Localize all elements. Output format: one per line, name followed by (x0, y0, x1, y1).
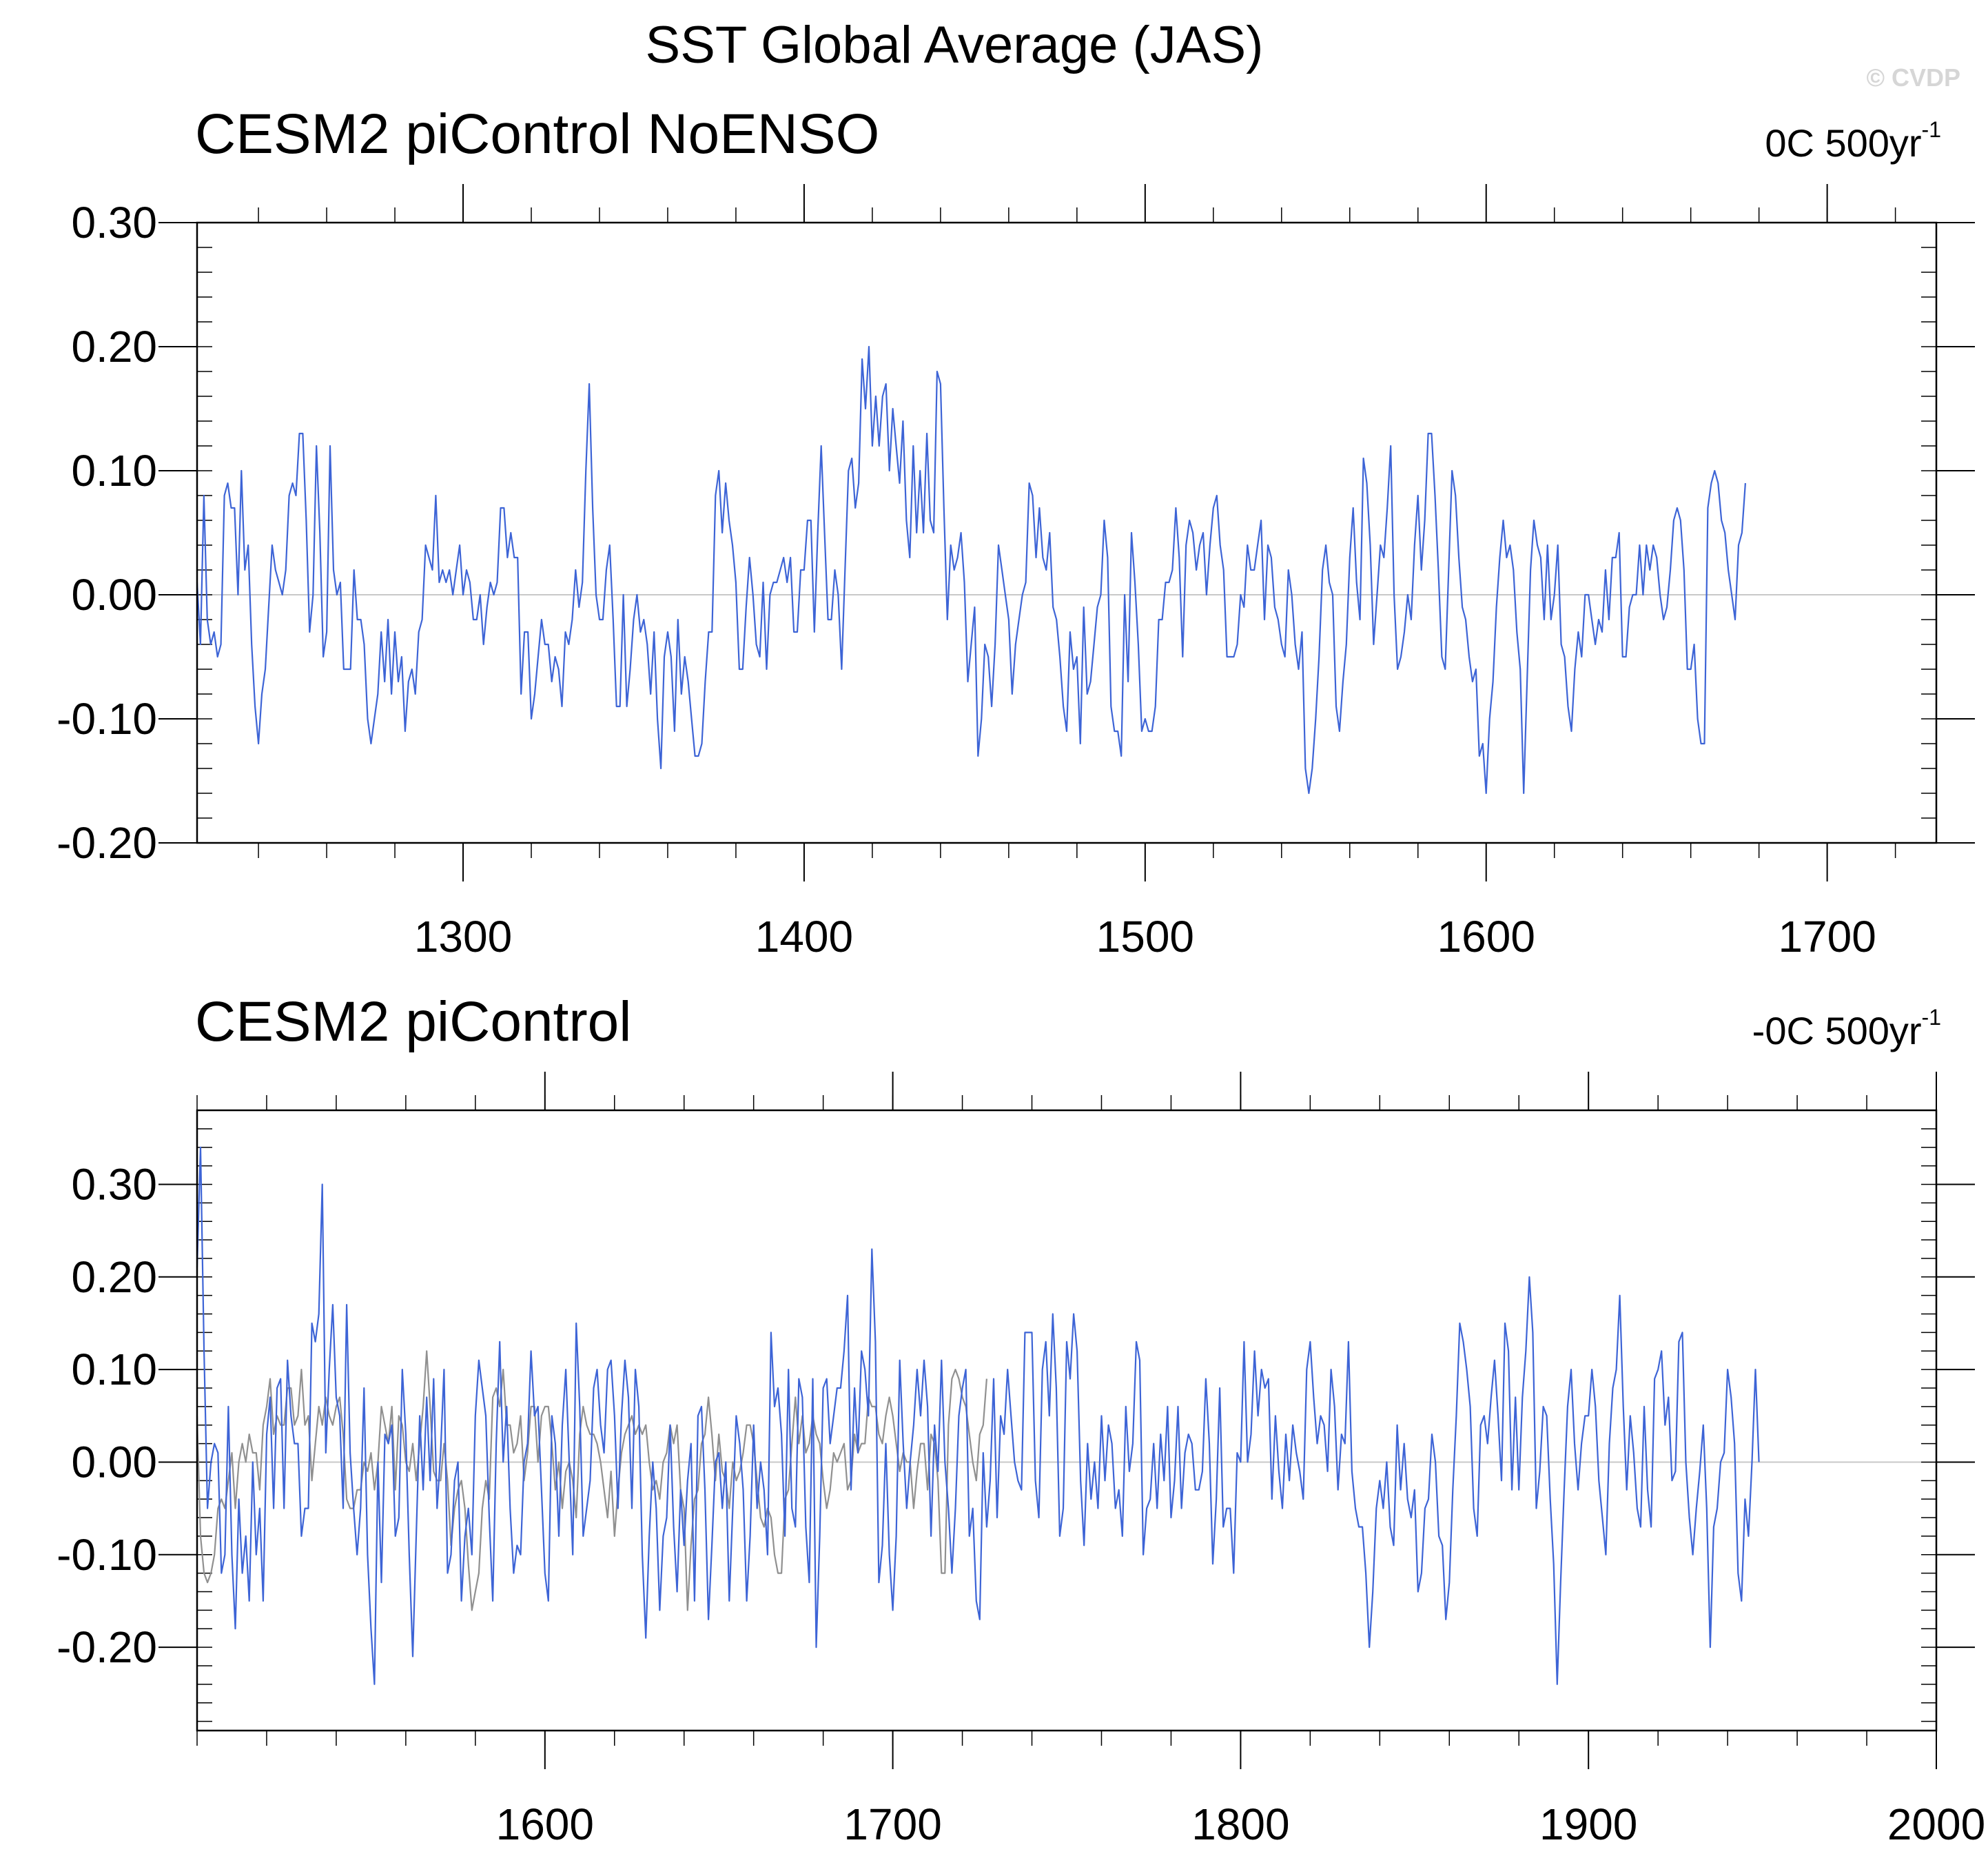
panel1-frame (196, 221, 1938, 844)
panel1-series-line-0 (196, 345, 1746, 795)
panel2-series-line-1 (196, 1146, 1760, 1685)
panel1-trend-exponent: -1 (1921, 117, 1941, 142)
cvdp-watermark: © CVDP (1866, 63, 1960, 92)
panel2-x-tick-label: 1800 (1191, 1799, 1289, 1849)
panel2-x-tick-label: 2000 (1887, 1799, 1985, 1849)
panel1-y-tick-label: -0.20 (57, 818, 157, 868)
panel2-y-tick-label: 0.20 (71, 1252, 157, 1302)
panel2-trend-label: -0C 500yr-1 (1752, 1005, 1941, 1053)
chart-main-title: SST Global Average (JAS) (645, 16, 1264, 74)
panel2-y-tick-label: 0.30 (71, 1159, 157, 1209)
panel1-y-tick-label: 0.20 (71, 322, 157, 371)
panel2-frame (196, 1109, 1938, 1732)
panel1-trend-label: 0C 500yr-1 (1765, 117, 1941, 165)
panel1-y-tick-label: 0.10 (71, 446, 157, 496)
panel1-x-tick-label: 1300 (414, 912, 512, 961)
panel1-x-tick-label: 1500 (1096, 912, 1194, 961)
panel1-plot: -0.20 -0.10 0.00 0.10 0.20 0.30 1300 1400 1500 16… (57, 184, 1975, 961)
panel1-x-tick-label: 1400 (755, 912, 853, 961)
panel1-y-tick-label: 0.30 (71, 198, 157, 247)
panel2-x-tick-label: 1900 (1539, 1799, 1637, 1849)
panel2-x-tick-label: 1600 (496, 1799, 594, 1849)
panel2-y-tick-label: 0.00 (71, 1437, 157, 1487)
panel2-x-tick-label: 1700 (843, 1799, 941, 1849)
panel1-x-tick-label: 1600 (1437, 912, 1535, 961)
panel1-title: CESM2 piControl NoENSO (195, 103, 880, 165)
panel1-y-tick-label: -0.10 (57, 694, 157, 744)
panel1-trend-text: 0C 500yr (1765, 121, 1922, 165)
panel2-plot: -0.20 -0.10 0.00 0.10 0.20 0.30 1600 1700 1800 19… (57, 1072, 1985, 1849)
panel2-y-tick-label: -0.10 (57, 1530, 157, 1580)
panel2-y-tick-label: 0.10 (71, 1345, 157, 1394)
panel2-trend-text: -0C 500yr (1752, 1009, 1922, 1052)
panel2-title: CESM2 piControl (195, 990, 632, 1053)
panel1-x-tick-label: 1700 (1778, 912, 1876, 961)
panel2-trend-exponent: -1 (1921, 1005, 1941, 1030)
panel2-y-tick-label: -0.20 (57, 1622, 157, 1672)
panel1-y-tick-label: 0.00 (71, 570, 157, 620)
